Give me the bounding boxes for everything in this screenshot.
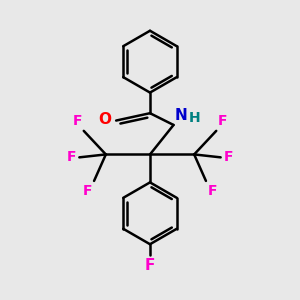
Text: F: F [145,258,155,273]
Text: F: F [83,184,93,198]
Text: F: F [73,114,82,128]
Text: N: N [175,108,188,123]
Text: F: F [66,150,76,164]
Text: F: F [224,150,234,164]
Text: H: H [189,112,200,125]
Text: F: F [207,184,217,198]
Text: O: O [98,112,111,127]
Text: F: F [218,114,227,128]
